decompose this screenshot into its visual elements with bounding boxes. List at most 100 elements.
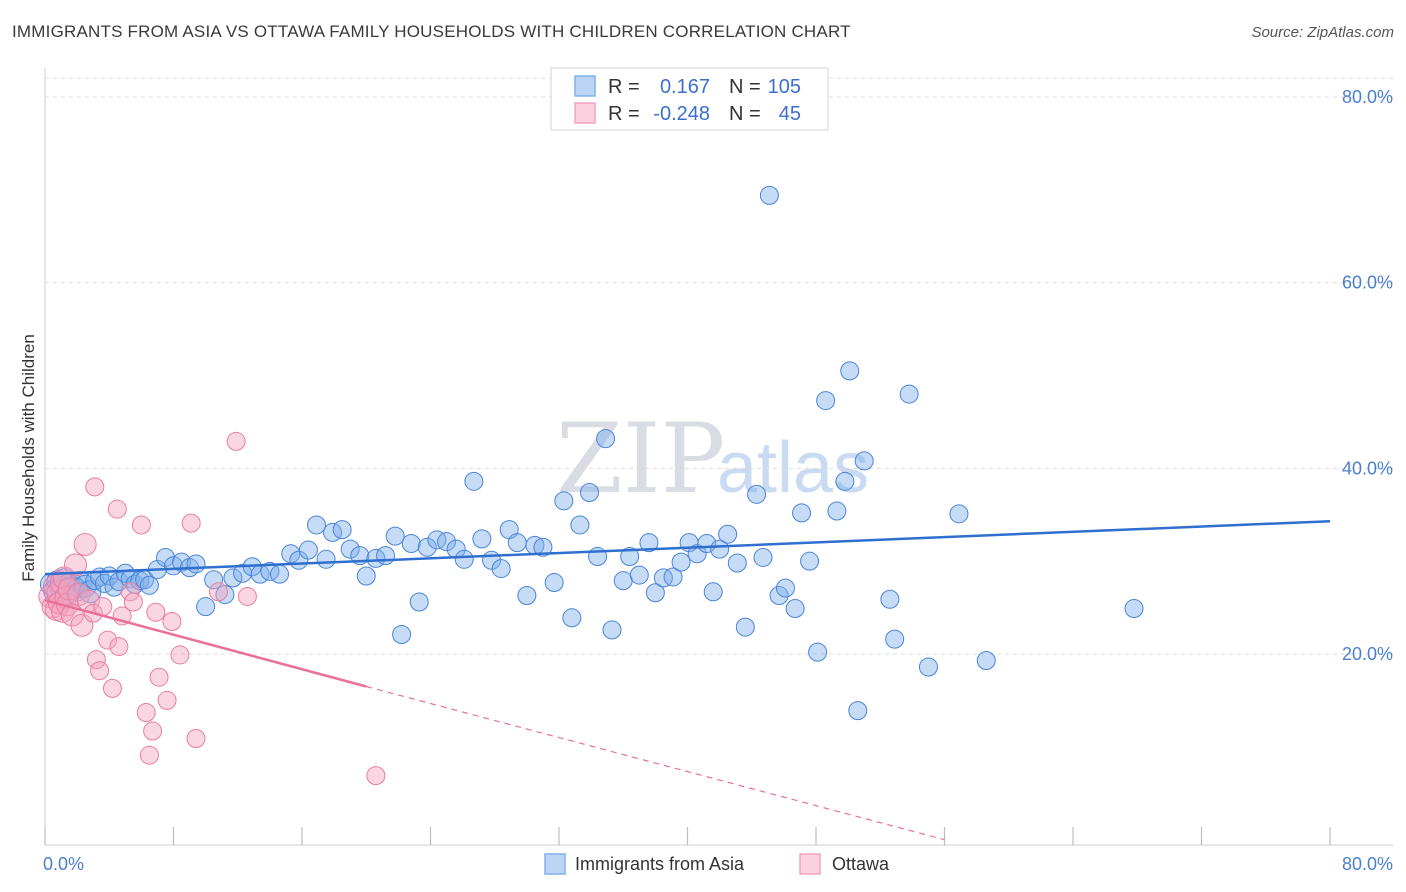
data-point: [146, 602, 166, 622]
data-point: [298, 540, 318, 560]
data-point: [918, 657, 938, 677]
legend-n-label: N =: [729, 103, 761, 125]
data-point: [613, 571, 633, 591]
legend-n-value: 45: [779, 103, 801, 125]
data-point: [143, 721, 163, 741]
watermark-zip: ZIP: [556, 403, 725, 515]
data-point: [718, 524, 738, 544]
data-point: [840, 361, 860, 381]
data-point: [98, 630, 118, 650]
bottom-legend: Immigrants from Asia Ottawa: [544, 853, 890, 875]
x-tick-label-max: 80.0%: [1342, 854, 1393, 874]
data-point: [580, 482, 600, 502]
data-point: [437, 532, 457, 552]
data-point: [816, 391, 836, 411]
data-point: [775, 578, 795, 598]
data-point: [792, 503, 812, 523]
data-point: [544, 573, 564, 593]
data-point: [237, 586, 257, 606]
data-point: [366, 766, 386, 786]
data-point: [596, 429, 616, 449]
data-point: [835, 471, 855, 491]
data-point: [306, 515, 326, 535]
data-point: [356, 566, 376, 586]
trend-line-pink: [44, 598, 367, 688]
data-point: [645, 583, 665, 603]
data-point: [507, 533, 527, 553]
data-point: [226, 431, 246, 451]
data-point: [186, 728, 206, 748]
data-point: [131, 515, 151, 535]
data-point: [747, 484, 767, 504]
data-point: [401, 534, 421, 554]
data-point: [204, 570, 224, 590]
data-point: [885, 629, 905, 649]
data-point: [417, 537, 437, 557]
bottom-legend-label-blue: Immigrants from Asia: [575, 854, 745, 874]
data-point: [653, 568, 673, 588]
data-point: [208, 582, 228, 602]
y-tick-label: 80.0%: [1342, 87, 1393, 107]
axes: 20.0% 40.0% 60.0% 80.0%: [44, 68, 1393, 846]
source-label: Source: ZipAtlas.com: [1251, 24, 1394, 41]
data-point: [854, 451, 874, 471]
legend-r-value: -0.248: [653, 103, 710, 125]
data-point: [710, 539, 730, 559]
data-point: [620, 547, 640, 567]
data-point: [533, 537, 553, 557]
bottom-legend-swatch-blue: [544, 853, 566, 875]
data-point: [554, 491, 574, 511]
data-point: [759, 185, 779, 205]
trend-line-blue: [44, 519, 1331, 576]
data-point: [270, 564, 290, 584]
data-point: [49, 571, 73, 595]
legend-r-value: 0.167: [660, 76, 710, 98]
data-point: [671, 552, 691, 572]
data-point: [570, 515, 590, 535]
data-point: [427, 530, 447, 550]
data-point: [785, 599, 805, 619]
data-point: [196, 597, 216, 617]
data-point: [85, 477, 105, 497]
chart-title: IMMIGRANTS FROM ASIA VS OTTAWA FAMILY HO…: [12, 22, 851, 41]
data-point: [139, 575, 159, 595]
legend-r-label: R =: [608, 103, 640, 125]
series-ottawa: [38, 431, 386, 786]
data-point: [663, 567, 683, 587]
legend-swatch-blue: [574, 75, 596, 97]
data-point: [454, 549, 474, 569]
data-point: [409, 592, 429, 612]
legend-box: R = 0.167 N = 105 R = -0.248 N = 45: [550, 67, 829, 131]
data-point: [629, 565, 649, 585]
y-tick-label: 40.0%: [1342, 458, 1393, 478]
data-point: [769, 586, 789, 606]
data-point: [340, 539, 360, 559]
data-point: [223, 568, 243, 588]
legend-n-value: 105: [768, 76, 801, 98]
data-point: [102, 678, 122, 698]
data-point: [602, 620, 622, 640]
data-point: [827, 501, 847, 521]
data-point: [139, 745, 159, 765]
y-tick-label: 60.0%: [1342, 273, 1393, 293]
data-point: [639, 533, 659, 553]
data-point: [316, 549, 336, 569]
data-point: [517, 586, 537, 606]
data-point: [86, 650, 106, 670]
data-point: [376, 546, 396, 566]
data-point: [107, 499, 127, 519]
data-point: [800, 551, 820, 571]
data-point: [385, 526, 405, 546]
data-point: [157, 690, 177, 710]
data-point: [392, 625, 412, 645]
legend-n-label: N =: [729, 76, 761, 98]
data-point: [899, 384, 919, 404]
data-point: [162, 612, 182, 632]
data-point: [687, 544, 707, 564]
data-point: [976, 650, 996, 670]
data-point: [880, 589, 900, 609]
data-point: [727, 553, 747, 573]
data-point: [64, 553, 88, 577]
data-point: [170, 645, 190, 665]
